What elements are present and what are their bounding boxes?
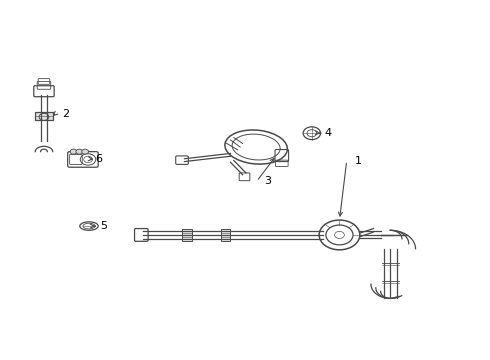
FancyBboxPatch shape	[182, 229, 192, 241]
Text: 2: 2	[62, 109, 70, 120]
Circle shape	[70, 149, 77, 154]
FancyBboxPatch shape	[35, 112, 53, 121]
Circle shape	[76, 149, 83, 154]
Text: 5: 5	[100, 221, 107, 231]
Text: 1: 1	[354, 156, 362, 166]
FancyBboxPatch shape	[221, 229, 230, 241]
Circle shape	[82, 149, 89, 154]
Text: 6: 6	[96, 154, 102, 164]
Text: 4: 4	[324, 128, 331, 138]
Text: 3: 3	[265, 176, 271, 186]
